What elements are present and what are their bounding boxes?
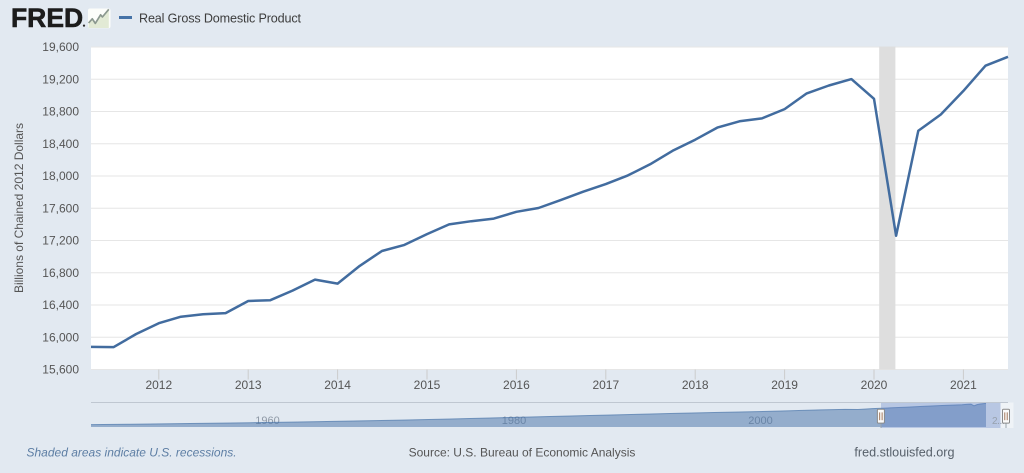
svg-text:2021: 2021 <box>950 378 977 392</box>
svg-text:2015: 2015 <box>414 378 441 392</box>
svg-text:2020: 2020 <box>861 378 888 392</box>
svg-text:2014: 2014 <box>324 378 351 392</box>
svg-text:2013: 2013 <box>235 378 262 392</box>
svg-text:2012: 2012 <box>145 378 172 392</box>
svg-text:2019: 2019 <box>771 378 798 392</box>
svg-text:Real Gross Domestic Product: Real Gross Domestic Product <box>139 11 301 25</box>
svg-text:Source: U.S. Bureau of Economi: Source: U.S. Bureau of Economic Analysis <box>409 446 636 460</box>
svg-text:2017: 2017 <box>592 378 619 392</box>
svg-text:17,600: 17,600 <box>42 201 79 215</box>
svg-text:16,000: 16,000 <box>42 330 79 344</box>
svg-text:18,400: 18,400 <box>42 137 79 151</box>
svg-text:15,600: 15,600 <box>42 363 79 377</box>
svg-text:18,800: 18,800 <box>42 105 79 119</box>
svg-text:19,600: 19,600 <box>42 40 79 54</box>
svg-text:16,800: 16,800 <box>42 266 79 280</box>
svg-text:FRED: FRED <box>11 3 83 33</box>
svg-text:2016: 2016 <box>503 378 530 392</box>
svg-text:Billions of Chained 2012 Dolla: Billions of Chained 2012 Dollars <box>12 123 26 293</box>
svg-text:18,000: 18,000 <box>42 169 79 183</box>
svg-text:2018: 2018 <box>682 378 709 392</box>
svg-text:Shaded areas indicate U.S. rec: Shaded areas indicate U.S. recessions. <box>27 446 237 460</box>
svg-text:16,400: 16,400 <box>42 298 79 312</box>
svg-text:fred.stlouisfed.org: fred.stlouisfed.org <box>854 446 954 460</box>
svg-text:2...: 2... <box>992 416 1004 427</box>
svg-text:19,200: 19,200 <box>42 72 79 86</box>
svg-text:17,200: 17,200 <box>42 234 79 248</box>
